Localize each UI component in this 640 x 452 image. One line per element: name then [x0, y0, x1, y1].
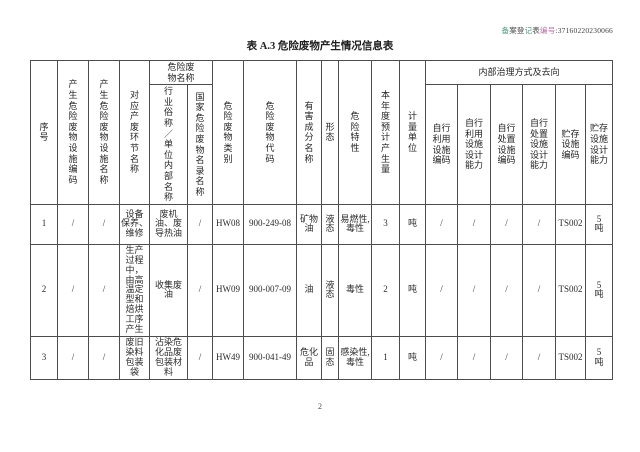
table-cell: 危化 品 — [296, 335, 323, 380]
table-cell: / — [186, 335, 214, 380]
group-header-waste-name: 危险废 物名称 — [148, 59, 214, 86]
table-cell: TS002 — [555, 335, 587, 380]
table-cell: HW08 — [212, 203, 245, 245]
table-cell: 5 吨 — [585, 203, 614, 245]
table-cell: 吨 — [399, 203, 427, 245]
table-cell: / — [457, 243, 492, 337]
table-cell: / — [490, 335, 524, 380]
table-title: 表 A.3 危险废物产生情况信息表 — [246, 41, 394, 52]
table-cell: / — [522, 335, 557, 380]
header-waste-code: 危险废物代码 — [243, 60, 298, 205]
table-cell: / — [457, 203, 492, 245]
table-cell: 2 — [371, 243, 401, 337]
table-cell: / — [57, 203, 89, 245]
table-cell: / — [522, 243, 557, 337]
table-cell: HW49 — [212, 335, 245, 380]
header-hazard: 危险特性 — [338, 60, 373, 205]
header-seq: 序号 — [30, 60, 58, 205]
table-cell: 3 — [371, 203, 401, 245]
table-cell: 生产 过程 中， 由高 温定 型和 焙烘 工序 产生 — [119, 243, 150, 337]
table-cell: 沾染危 化品废 包装材 料 — [149, 335, 188, 380]
table-row: 2 / / 生产 过程 中， 由高 温定 型和 焙烘 工序 产生 收集废 油 /… — [30, 243, 614, 337]
header-facility-name: 产生危险废物设施名称 — [88, 60, 120, 205]
table-cell: HW09 — [212, 243, 245, 337]
table-cell: / — [88, 335, 120, 380]
table-cell: / — [425, 335, 459, 380]
table-cell: / — [186, 243, 214, 337]
header-storage-capacity: 贮存设施设计能力 — [585, 84, 614, 205]
record-number-segment: :37160220230066 — [555, 26, 613, 35]
table-cell: TS002 — [555, 243, 587, 337]
header-self-use-capacity: 自行利用设施设计能力 — [457, 84, 492, 205]
table-cell: / — [490, 203, 524, 245]
record-number: 备案登记表编号:37160220230066 — [501, 25, 613, 36]
table-cell: 3 — [30, 335, 58, 380]
table-row: 3 / / 废旧 染料 包装 袋 沾染危 化品废 包装材 料 / HW49 90… — [30, 335, 614, 380]
header-storage-code: 贮存设施编码 — [555, 84, 587, 205]
header-facility-code: 产生危险废物设施编码 — [57, 60, 89, 205]
table-cell: TS002 — [555, 203, 587, 245]
table-cell: 900-041-49 — [243, 335, 298, 380]
table-cell: 矿物 油 — [296, 203, 323, 245]
header-amount: 本年度预计产生量 — [371, 60, 401, 205]
header-industry-name: 行业俗称／单位内部名称 — [149, 84, 188, 205]
header-unit: 计量单位 — [399, 60, 427, 205]
table-cell: 固 态 — [321, 335, 340, 380]
record-number-segment: 编号 — [540, 26, 556, 35]
table-cell: 易燃性, 毒性 — [338, 203, 373, 245]
table-cell: 液 态 — [321, 243, 340, 337]
table-cell: 2 — [30, 243, 58, 337]
table-cell: / — [57, 335, 89, 380]
record-number-segment: 备 — [501, 26, 510, 35]
table-cell: / — [490, 243, 524, 337]
table-cell: / — [57, 243, 89, 337]
header-national-name: 国家危险废物名录名称 — [186, 84, 214, 205]
table-cell: 吨 — [399, 335, 427, 380]
table-cell: 1 — [30, 203, 58, 245]
table-cell: / — [425, 203, 459, 245]
table-cell: 感染性, 毒性 — [338, 335, 373, 380]
hazardous-waste-table: 序号 产生危险废物设施编码 产生危险废物设施名称 对应产废环节名称 危险废 物名… — [30, 59, 614, 380]
table-cell: / — [425, 243, 459, 337]
table-cell: 5 吨 — [585, 335, 614, 380]
header-form: 形态 — [321, 60, 340, 205]
table-cell: 液 态 — [321, 203, 340, 245]
record-number-segment: 记 — [524, 26, 533, 35]
table-cell: 吨 — [399, 243, 427, 337]
table-cell: 油 — [296, 243, 323, 337]
table-cell: / — [186, 203, 214, 245]
header-self-disposal-capacity: 自行处置设施设计能力 — [522, 84, 557, 205]
header-self-use-code: 自行利用设施编码 — [425, 84, 459, 205]
table-cell: / — [88, 203, 120, 245]
header-harmful: 有害成分名称 — [296, 60, 323, 205]
table-cell: 900-007-09 — [243, 243, 298, 337]
table-cell: 5 吨 — [585, 243, 614, 337]
header-self-disposal-code: 自行处置设施编码 — [490, 84, 524, 205]
header-stage: 对应产废环节名称 — [119, 60, 150, 205]
record-number-segment: 案登 — [509, 26, 525, 35]
record-number-segment: 表 — [532, 26, 540, 35]
page-number: 2 — [318, 402, 322, 411]
table-cell: 收集废 油 — [149, 243, 188, 337]
header-category: 危险废物类别 — [212, 60, 245, 205]
table-cell: 1 — [371, 335, 401, 380]
table-cell: / — [522, 203, 557, 245]
table-row: 1 / / 设备 保养、 维修 废机 油、废 导热油 / HW08 900-24… — [30, 203, 614, 245]
table-cell: 900-249-08 — [243, 203, 298, 245]
table-cell: 废旧 染料 包装 袋 — [119, 335, 150, 380]
table-cell: 设备 保养、 维修 — [119, 203, 150, 245]
table-cell: / — [88, 243, 120, 337]
table-cell: / — [457, 335, 492, 380]
group-header-internal-treatment: 内部治理方式及去向 — [425, 59, 614, 86]
table-cell: 毒性 — [338, 243, 373, 337]
table-cell: 废机 油、废 导热油 — [149, 203, 188, 245]
